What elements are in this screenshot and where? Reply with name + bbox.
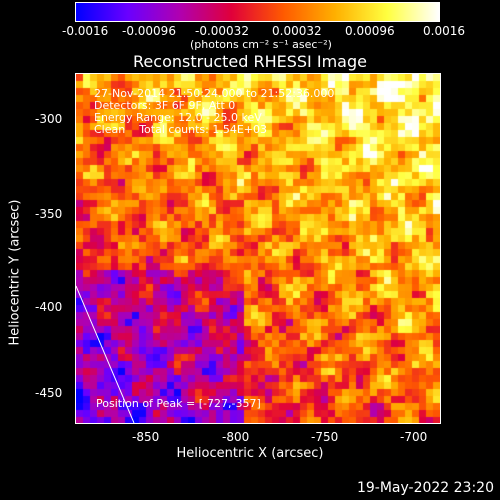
colorbar-unit-label: (photons cm⁻² s⁻¹ asec⁻²) xyxy=(190,38,332,51)
info-detectors: Detectors: 3F 6F 9F, Att 0 xyxy=(94,99,236,112)
colorbar-tick-label: 0.0016 xyxy=(423,24,465,38)
x-tick-label: -850 xyxy=(132,430,160,444)
info-energy-range: Energy Range: 12.0 - 25.0 keV xyxy=(94,111,262,124)
info-total-counts: Clean Total counts: 1.54E+03 xyxy=(94,123,268,136)
y-tick-label: -350 xyxy=(35,207,63,221)
info-time-range: 27-Nov-2014 21:50:24.000 to 21:52:36.000 xyxy=(94,87,335,100)
x-tick-label: -800 xyxy=(222,430,250,444)
colorbar-tick-label: 0.00032 xyxy=(272,24,322,38)
y-tick-label: -400 xyxy=(35,300,63,314)
footer-date: 19-May-2022 23:20 xyxy=(356,480,494,496)
colorbar-tick-label: -0.00032 xyxy=(195,24,249,38)
colorbar xyxy=(75,2,440,22)
plot-title: Reconstructed RHESSI Image xyxy=(133,52,367,71)
y-tick-label: -450 xyxy=(35,386,63,400)
x-tick-label: -750 xyxy=(311,430,339,444)
y-axis-label: Heliocentric Y (arcsec) xyxy=(7,199,23,346)
reconstructed-image xyxy=(76,74,440,423)
colorbar-tick-label: -0.0016 xyxy=(62,24,109,38)
colorbar-tick-label: -0.00096 xyxy=(122,24,176,38)
colorbar-tick-label: 0.00096 xyxy=(345,24,395,38)
x-tick-label: -700 xyxy=(400,430,428,444)
limb-line xyxy=(76,285,135,423)
y-tick-label: -300 xyxy=(35,112,63,126)
peak-position-label: Position of Peak = [-727,-357] xyxy=(96,397,261,410)
x-axis-label: Heliocentric X (arcsec) xyxy=(176,446,324,461)
image-plot-area: 27-Nov-2014 21:50:24.000 to 21:52:36.000… xyxy=(75,73,441,424)
